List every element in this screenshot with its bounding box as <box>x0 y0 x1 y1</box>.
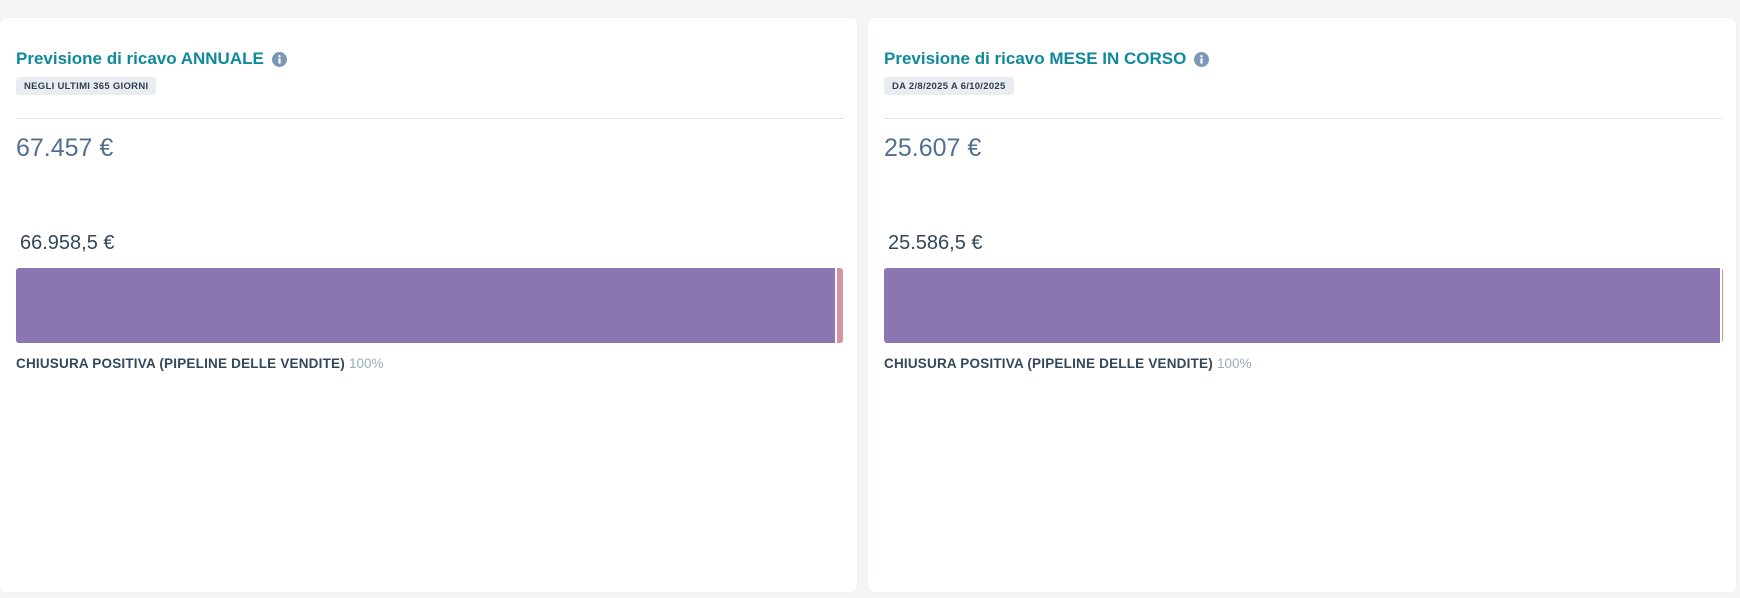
annual-forecast-card: Previsione di ricavo ANNUALE NEGLI ULTIM… <box>0 18 857 592</box>
card-title[interactable]: Previsione di ricavo ANNUALE <box>16 49 264 68</box>
legend-label: CHIUSURA POSITIVA (PIPELINE DELLE VENDIT… <box>884 356 1213 371</box>
card-title[interactable]: Previsione di ricavo MESE IN CORSO <box>884 49 1187 68</box>
forecast-total: 25.607 € <box>884 134 982 162</box>
date-range-badge: DA 2/8/2025 A 6/10/2025 <box>884 77 1014 95</box>
bar-segment-remaining[interactable] <box>1722 268 1723 343</box>
card-header: Previsione di ricavo ANNUALE <box>16 49 287 69</box>
forecast-bar[interactable] <box>16 268 843 343</box>
bar-separator <box>835 268 837 343</box>
bar-legend: CHIUSURA POSITIVA (PIPELINE DELLE VENDIT… <box>884 356 1251 371</box>
legend-label: CHIUSURA POSITIVA (PIPELINE DELLE VENDIT… <box>16 356 345 371</box>
date-range-badge: NEGLI ULTIMI 365 GIORNI <box>16 77 157 95</box>
bar-segment-closed-won[interactable] <box>16 268 835 343</box>
forecast-total: 67.457 € <box>16 134 114 162</box>
bar-segment-closed-won[interactable] <box>884 268 1720 343</box>
bar-value-label: 25.586,5 € <box>888 232 983 254</box>
info-icon[interactable] <box>271 51 287 67</box>
legend-percent: 100% <box>348 356 384 371</box>
legend-percent: 100% <box>1216 356 1252 371</box>
forecast-bar[interactable] <box>884 268 1723 343</box>
bar-separator <box>1720 268 1722 343</box>
bar-legend: CHIUSURA POSITIVA (PIPELINE DELLE VENDIT… <box>16 356 383 371</box>
header-divider <box>884 118 1722 119</box>
header-divider <box>16 118 844 119</box>
bar-value-label: 66.958,5 € <box>20 232 115 254</box>
current-month-forecast-card: Previsione di ricavo MESE IN CORSO DA 2/… <box>868 18 1736 592</box>
card-header: Previsione di ricavo MESE IN CORSO <box>884 49 1210 69</box>
bar-segment-remaining[interactable] <box>837 268 843 343</box>
info-icon[interactable] <box>1194 51 1210 67</box>
